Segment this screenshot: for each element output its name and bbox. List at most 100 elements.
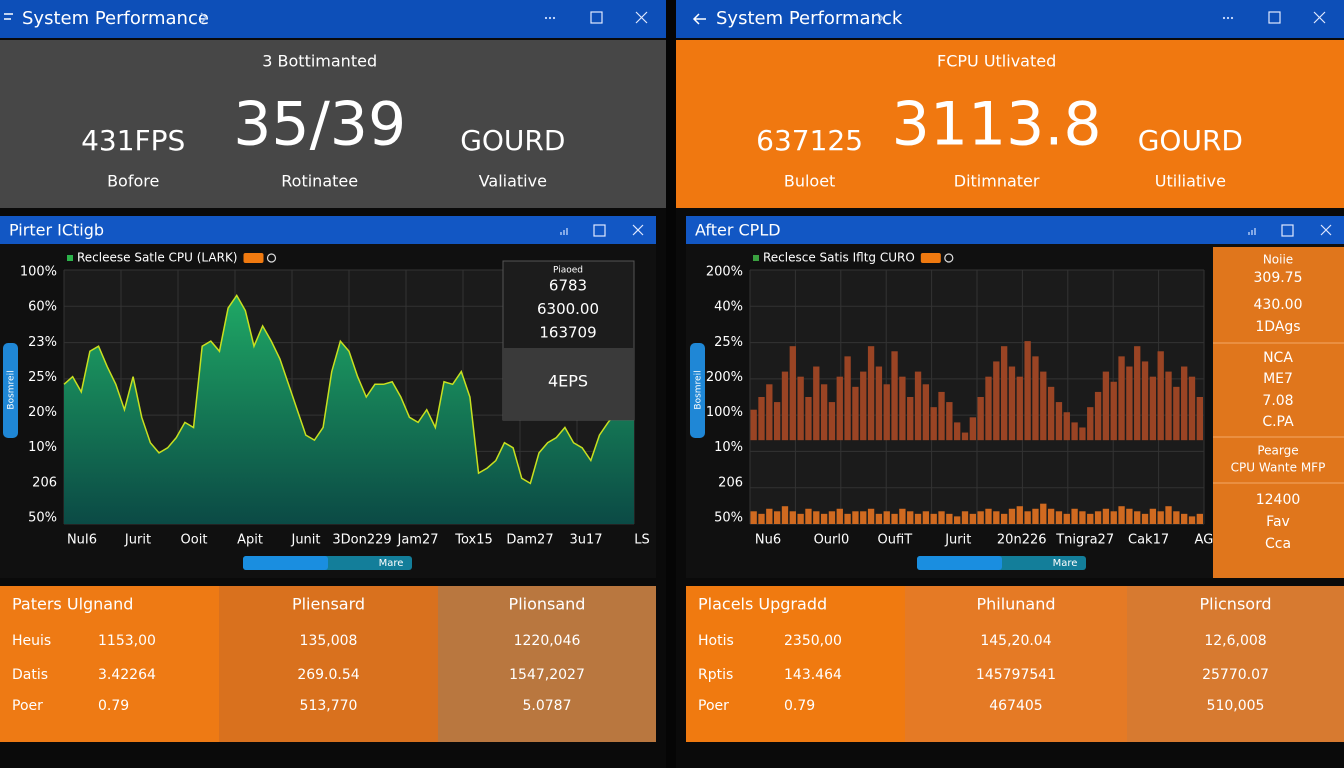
- bar: [773, 402, 781, 441]
- side-panel-text: ME7: [1263, 371, 1293, 387]
- bar: [907, 511, 914, 524]
- bar: [1000, 346, 1008, 441]
- x-tick-label: LS: [634, 533, 650, 548]
- table-cell: 269.0.54: [297, 667, 359, 683]
- bar: [891, 513, 898, 524]
- stat-value: 35/39: [233, 90, 406, 160]
- bar: [805, 397, 812, 441]
- close-button[interactable]: [635, 11, 648, 24]
- chart-close[interactable]: [1320, 224, 1332, 236]
- bar: [930, 513, 937, 524]
- scrollbar-thumb[interactable]: [243, 556, 328, 570]
- table-header: Plionsand: [509, 595, 586, 614]
- side-tab[interactable]: [3, 343, 18, 438]
- y-tick-label: 25%: [28, 370, 57, 385]
- bar: [750, 511, 757, 524]
- stats-header: FCPU Utlivated: [937, 52, 1056, 71]
- x-tick-label: Dam27: [506, 533, 553, 548]
- chevron[interactable]: [877, 12, 884, 24]
- y-tick-label: 206: [32, 475, 57, 490]
- chart-close[interactable]: [632, 224, 644, 236]
- y-tick-label: 50%: [714, 511, 743, 526]
- side-panel-text: Noiie: [1263, 253, 1293, 267]
- bar: [781, 371, 789, 441]
- table-cell: 510,005: [1207, 698, 1265, 714]
- table-cell: 25770.07: [1202, 667, 1269, 683]
- side-panel-text: 309.75: [1254, 270, 1303, 286]
- row-label: Hotis: [698, 633, 734, 649]
- table-cell: 143.464: [784, 667, 842, 683]
- bar: [946, 513, 953, 524]
- bar: [1149, 376, 1157, 441]
- side-tab[interactable]: [690, 343, 705, 438]
- table-column: [905, 586, 1127, 742]
- stat-label: Rotinatee: [281, 172, 358, 191]
- close-button[interactable]: [1313, 11, 1326, 24]
- chart-title-bar: [0, 216, 656, 244]
- scrollbar-label: Mare: [379, 558, 404, 569]
- bar: [914, 371, 922, 441]
- stat-label: Bofore: [107, 172, 159, 191]
- signal-icon: [1248, 228, 1256, 235]
- table-header: Paters Ulgnand: [12, 595, 133, 614]
- bar: [907, 397, 914, 441]
- maximize-button[interactable]: [1268, 11, 1281, 24]
- bar: [1134, 346, 1141, 441]
- y-tick-label: 25%: [714, 335, 743, 350]
- bar: [867, 346, 875, 441]
- bar: [828, 402, 836, 441]
- bar: [1196, 513, 1203, 524]
- area-fill: [64, 295, 634, 524]
- bar: [1000, 513, 1008, 524]
- y-tick-label: 40%: [714, 300, 743, 315]
- menu-icon[interactable]: [4, 13, 13, 20]
- side-panel-text: NCA: [1263, 350, 1293, 366]
- overlay-footer-bg: [503, 348, 634, 420]
- more-dot: [1226, 16, 1230, 20]
- y-tick-label: 100%: [706, 405, 743, 420]
- back-icon[interactable]: [692, 13, 706, 25]
- x-tick-label: Jam27: [396, 533, 438, 548]
- table-cell: 1547,2027: [509, 667, 585, 683]
- table-column: [438, 586, 656, 742]
- bar: [1032, 356, 1039, 441]
- bar: [1032, 508, 1039, 524]
- chevron[interactable]: [200, 12, 208, 24]
- bar: [1173, 511, 1180, 524]
- overlay-caption: Piaoed: [553, 266, 583, 276]
- bar: [860, 511, 867, 524]
- stat-value: GOURD: [460, 124, 565, 157]
- y-tick-label: 200%: [706, 370, 743, 385]
- bar: [813, 511, 820, 524]
- bar: [938, 511, 945, 524]
- stats-panel: [676, 40, 1344, 208]
- legend-label: Recleese Satle CPU (LARK): [77, 251, 238, 265]
- table-cell: 2350,00: [784, 633, 842, 649]
- y-tick-label: 60%: [28, 300, 57, 315]
- signal-icon: [560, 228, 568, 235]
- bar: [954, 516, 961, 524]
- bar: [977, 511, 984, 524]
- bar: [1047, 386, 1055, 441]
- stat-value: GOURD: [1138, 124, 1243, 157]
- title-bar: [0, 0, 666, 38]
- table-cell: 145797541: [976, 667, 1056, 683]
- legend-icon: [944, 253, 954, 263]
- chart-maximize[interactable]: [593, 224, 606, 237]
- divider: [666, 0, 676, 768]
- bar: [1047, 508, 1055, 524]
- bar: [1094, 511, 1102, 524]
- bar: [1110, 381, 1117, 441]
- legend-swatch: [753, 255, 759, 261]
- chart-maximize[interactable]: [1281, 224, 1294, 237]
- maximize-button[interactable]: [590, 11, 603, 24]
- table-header: Pliensard: [292, 595, 365, 614]
- y-tick-label: 20%: [28, 405, 57, 420]
- bar: [1118, 356, 1125, 441]
- bar: [860, 371, 867, 441]
- y-tick-label: 206: [718, 475, 743, 490]
- bar: [914, 513, 922, 524]
- scrollbar-thumb[interactable]: [917, 556, 1002, 570]
- x-tick-label: 20n226: [997, 533, 1047, 548]
